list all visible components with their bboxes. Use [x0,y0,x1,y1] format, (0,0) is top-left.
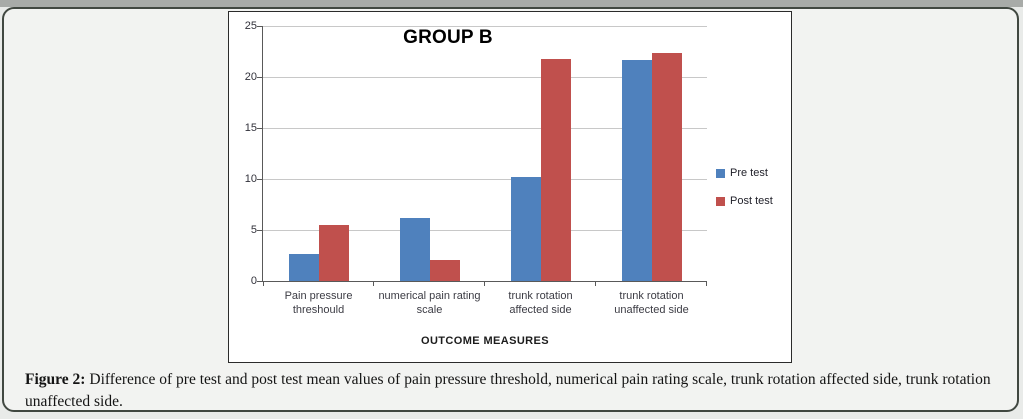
chart-title: GROUP B [403,27,493,48]
figure-caption: Figure 2: Difference of pre test and post… [25,369,1010,412]
y-tick-label: 20 [244,70,257,83]
y-axis [262,26,263,282]
figure-caption-label: Figure 2: [25,371,86,388]
legend-label: Post test [730,195,773,207]
bar-series [263,26,707,281]
x-category-label-line: scale [416,304,443,317]
x-category-label-line: affected side [509,304,572,317]
x-tick-mark [706,282,707,286]
y-tick-label: 5 [250,223,257,236]
y-tick-label: 25 [244,19,257,32]
x-category-label: numerical pain rating scale [374,289,485,318]
x-tick-mark [263,282,264,286]
y-tick-label: 10 [244,172,257,185]
gridline [263,179,707,180]
legend-item: Post test [716,195,773,207]
x-category-label-line: unaffected side [614,304,689,317]
gridline [263,26,707,27]
bar-post-test [540,58,571,281]
bar-pre-test [510,176,541,281]
bar-post-test [318,224,349,281]
bar-group [485,26,596,281]
x-tick-mark [595,282,596,286]
y-tick-mark [257,230,262,231]
bar-group [596,26,707,281]
x-category-label-line: numerical pain rating [378,290,481,302]
x-category-label: trunk rotation affected side [485,289,596,318]
x-tick-mark [373,282,374,286]
bar-group [374,26,485,281]
gridline [263,77,707,78]
bar-pre-test [288,254,319,281]
x-category-label-line: threshould [292,304,345,317]
legend-label: Pre test [730,167,768,179]
bar-pre-test [621,59,652,281]
x-tick-mark [484,282,485,286]
legend-swatch-icon [716,196,725,206]
x-category-label-line: Pain pressure [284,290,353,302]
gridline [263,128,707,129]
x-axis-title: OUTCOME MEASURES [420,335,550,347]
legend-item: Pre test [716,167,773,179]
x-category-label: trunk rotation unaffected side [596,289,707,318]
y-tick-mark [257,77,262,78]
x-category-label: Pain pressure threshould [263,289,374,318]
bar-post-test [429,259,460,281]
bar-group [263,26,374,281]
y-tick-label: 0 [250,274,257,287]
plot-area [257,26,707,286]
legend-swatch-icon [716,168,725,178]
bar-pre-test [399,217,430,281]
x-category-label-line: trunk rotation [619,290,684,302]
figure-caption-text: Difference of pre test and post test mea… [25,371,991,410]
y-tick-label: 15 [244,121,257,134]
y-tick-mark [257,26,262,27]
legend: Pre test Post test [716,167,773,223]
gridline [263,230,707,231]
page-top-edge [0,0,1023,7]
x-category-label-line: trunk rotation [508,290,573,302]
y-tick-mark [257,128,262,129]
y-tick-mark [257,281,262,282]
bar-post-test [651,52,682,281]
chart: GROUP B 25 20 15 10 5 0 Pain pressure threshou… [228,11,792,363]
x-axis [263,281,707,282]
y-tick-mark [257,179,262,180]
